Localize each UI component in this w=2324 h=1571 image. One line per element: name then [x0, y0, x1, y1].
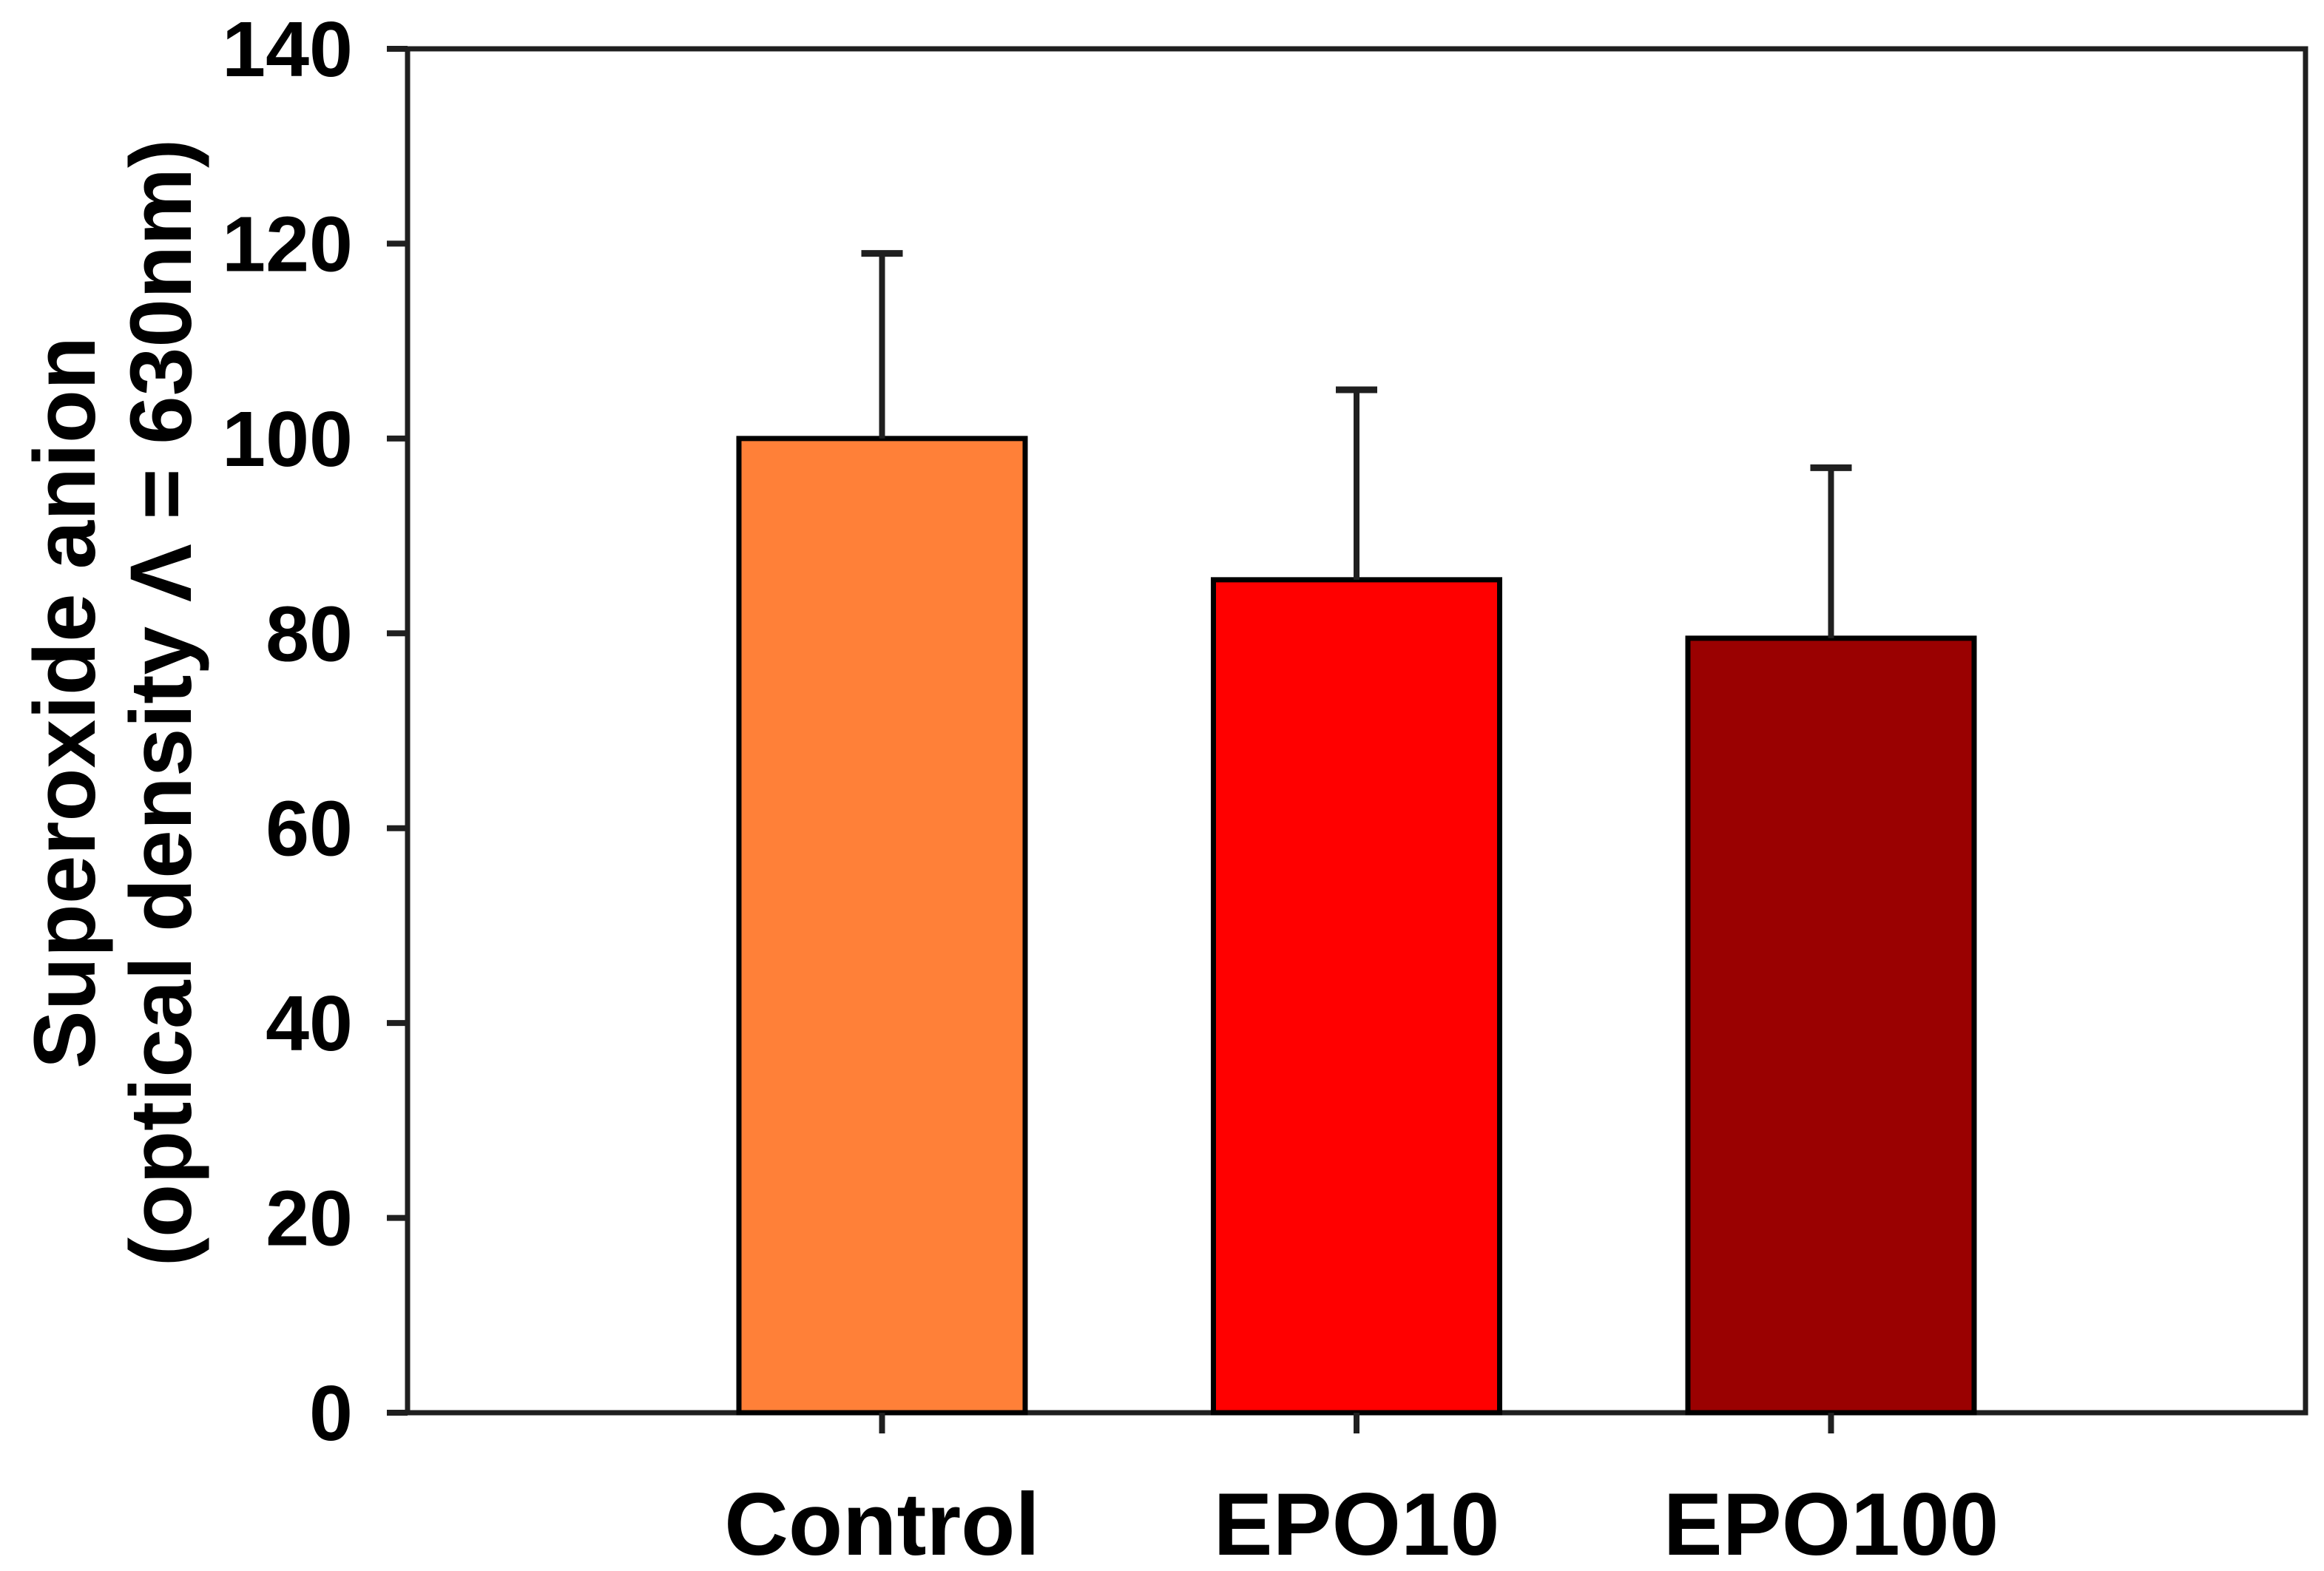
bar-control	[736, 436, 1028, 1416]
x-axis-label-control: Control	[724, 1475, 1040, 1571]
y-tick-label-80: 80	[266, 590, 353, 678]
x-axis-labels-group: Control EPO10 EPO100	[724, 1475, 1999, 1571]
y-axis-title-line-1: Superoxide anion	[16, 337, 114, 1069]
y-axis-title: Superoxide anion (optical density Λ = 63…	[16, 139, 210, 1267]
x-axis-label-epo100: EPO100	[1663, 1475, 1999, 1571]
bars-group	[736, 436, 1977, 1416]
x-axis-label-epo10: EPO10	[1214, 1475, 1500, 1571]
y-tick-label-40: 40	[266, 980, 353, 1067]
error-bars-group	[861, 250, 1852, 638]
y-tick-label-60: 60	[266, 786, 353, 873]
y-tick-label-120: 120	[222, 200, 353, 288]
y-tick-label-140: 140	[222, 6, 353, 93]
y-tick-label-0: 0	[309, 1370, 353, 1457]
y-axis-title-line-2: (optical density Λ = 630nm)	[112, 139, 210, 1267]
y-tick-label-100: 100	[222, 396, 353, 483]
x-axis-ticks-group	[879, 1413, 1834, 1433]
y-axis-ticks-group: 0 20 40 60 80 100 120 140	[222, 6, 408, 1457]
bar-epo100	[1685, 635, 1977, 1416]
y-tick-label-20: 20	[266, 1175, 353, 1263]
bar-epo10	[1211, 577, 1502, 1416]
